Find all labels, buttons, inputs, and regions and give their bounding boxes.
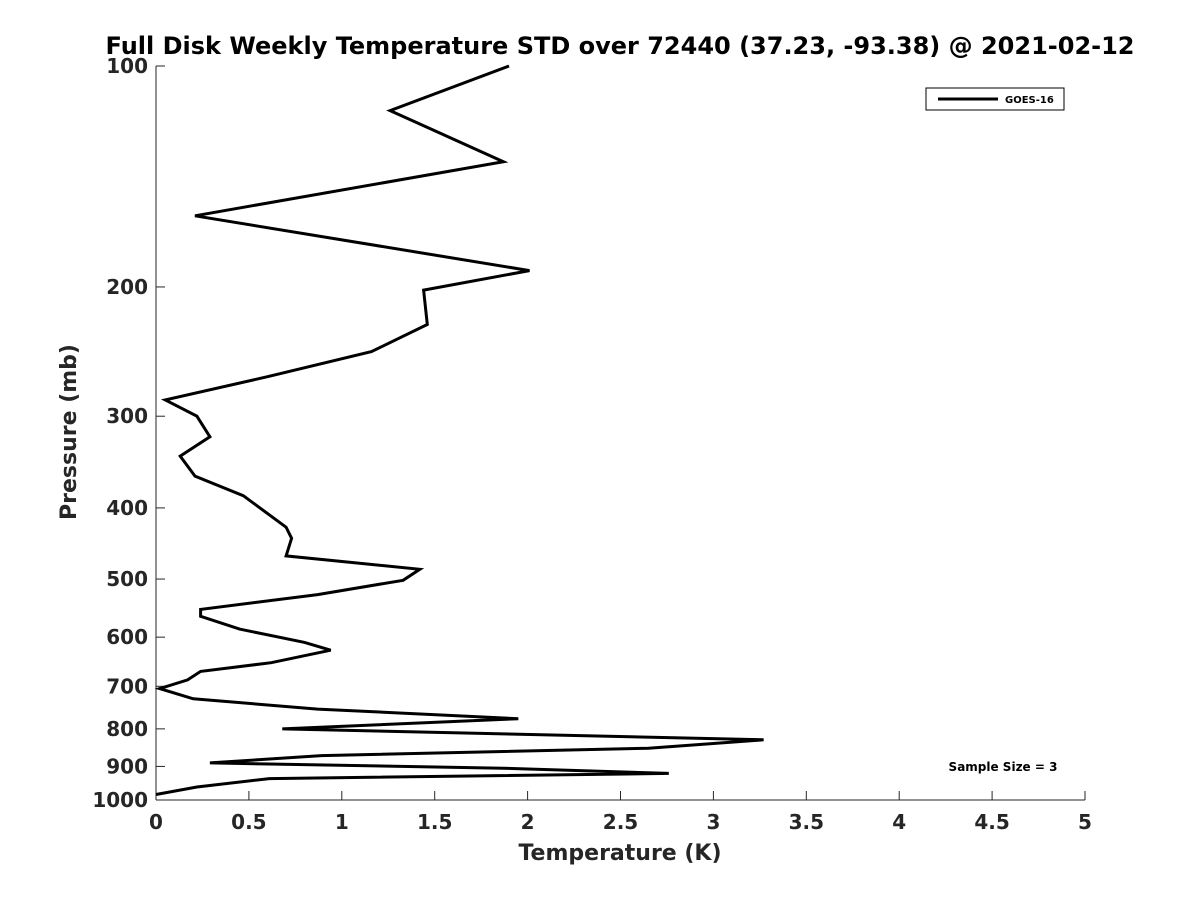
x-tick-label: 3.5 [789, 810, 824, 834]
x-tick-label: 3 [706, 810, 720, 834]
x-tick-label: 5 [1078, 810, 1092, 834]
x-tick-label: 2.5 [603, 810, 638, 834]
chart-title: Full Disk Weekly Temperature STD over 72… [106, 32, 1135, 60]
x-axis: 0 0.5 1 1.5 2 2.5 3 3.5 4 4.5 5 [149, 791, 1092, 834]
y-tick-label: 500 [106, 567, 148, 591]
legend-label: GOES-16 [1005, 95, 1054, 106]
x-tick-label: 0.5 [231, 810, 266, 834]
y-tick-label: 200 [106, 275, 148, 299]
series-layer [154, 64, 764, 796]
y-axis: 100 200 300 400 500 600 700 800 900 1000 [92, 54, 165, 812]
x-tick-label: 2 [521, 810, 535, 834]
y-axis-label: Pressure (mb) [57, 344, 82, 520]
y-tick-label: 700 [106, 674, 148, 698]
y-tick-label: 400 [106, 496, 148, 520]
y-tick-label: 300 [106, 404, 148, 428]
y-tick-label: 800 [106, 717, 148, 741]
y-tick-label: 600 [106, 625, 148, 649]
y-tick-label: 100 [106, 54, 148, 78]
x-tick-label: 4 [892, 810, 906, 834]
x-tick-label: 1.5 [417, 810, 452, 834]
x-tick-label: 0 [149, 810, 163, 834]
x-tick-label: 4.5 [974, 810, 1009, 834]
y-tick-label: 900 [106, 754, 148, 778]
y-tick-label: 1000 [92, 788, 148, 812]
legend: GOES-16 [925, 87, 1065, 111]
series-line-goes-16 [154, 64, 764, 796]
sample-size-annotation: Sample Size = 3 [949, 760, 1058, 774]
x-axis-label: Temperature (K) [518, 841, 721, 866]
x-tick-label: 1 [335, 810, 349, 834]
